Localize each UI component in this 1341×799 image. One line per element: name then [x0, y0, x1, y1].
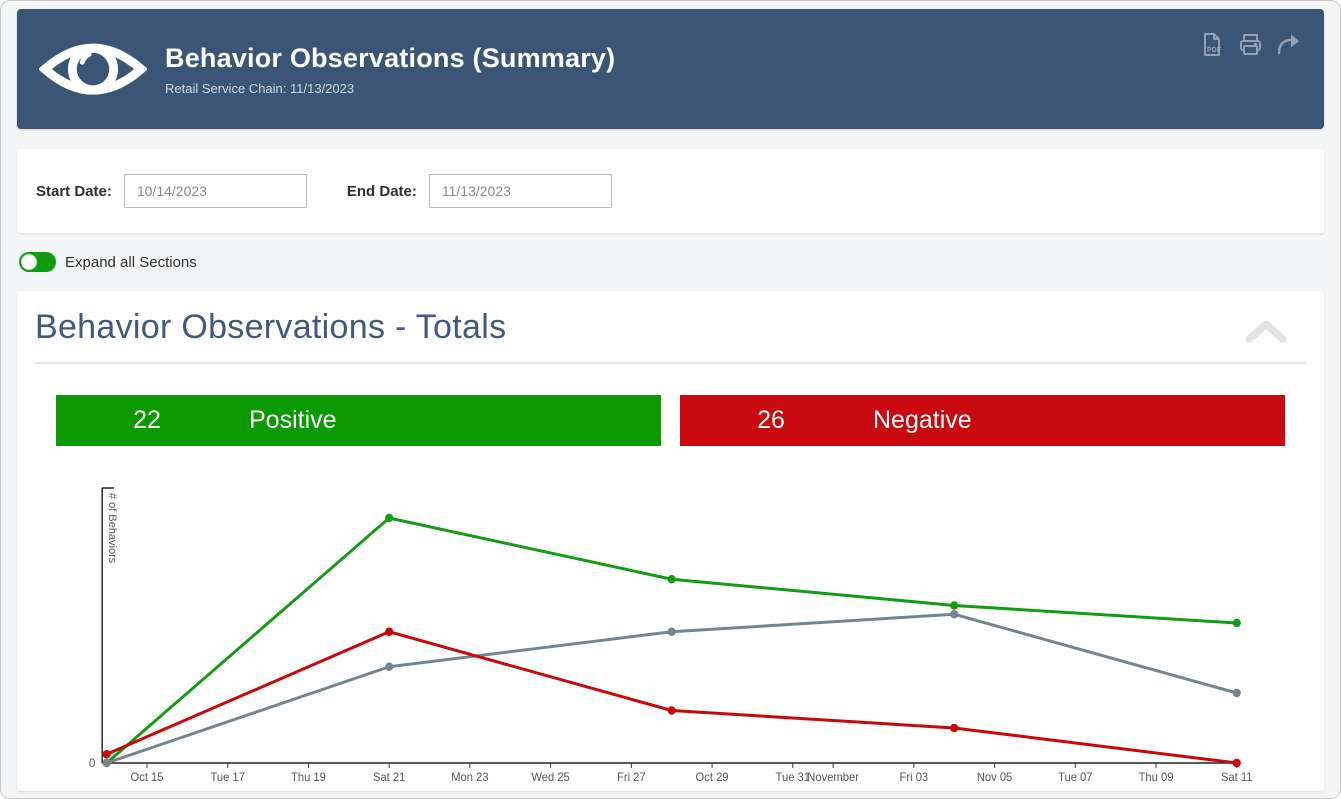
svg-text:# of Behaviors: # of Behaviors [106, 493, 118, 564]
svg-text:Mon 23: Mon 23 [451, 772, 488, 784]
pdf-icon: PDF [1204, 33, 1222, 56]
share-arrow-icon [1277, 34, 1299, 55]
svg-text:Oct 29: Oct 29 [696, 772, 729, 784]
svg-text:Sat 11: Sat 11 [1221, 772, 1253, 784]
print-button[interactable] [1237, 31, 1264, 58]
share-button[interactable] [1275, 31, 1302, 58]
totals-section: Behavior Observations - Totals 22 Positi… [17, 291, 1324, 791]
page-title: Behavior Observations (Summary) [165, 42, 616, 73]
end-date-input[interactable] [428, 174, 612, 208]
page-subtitle: Retail Service Chain: 11/13/2023 [165, 80, 355, 96]
svg-text:Tue 07: Tue 07 [1058, 772, 1092, 784]
collapse-section-button[interactable] [1238, 313, 1294, 349]
eye-logo-icon [38, 22, 148, 116]
svg-text:November: November [807, 772, 859, 784]
svg-text:Thu 19: Thu 19 [291, 772, 326, 784]
svg-text:Tue 17: Tue 17 [211, 772, 245, 784]
chart-svg: 0 # of Behaviors Oct 15 Tue 17 Thu 19 Sat 21 M… [89, 487, 1253, 784]
positive-count: 22 [133, 406, 161, 434]
chevron-up-icon [1245, 320, 1287, 343]
date-filter-panel: Start Date: End Date: [17, 149, 1324, 233]
svg-text:Oct 15: Oct 15 [131, 772, 164, 784]
section-title: Behavior Observations - Totals [35, 308, 507, 346]
positive-total-badge: 22 Positive [56, 395, 661, 446]
section-divider [35, 362, 1306, 364]
svg-text:Wed 25: Wed 25 [531, 772, 569, 784]
toggle-knob [21, 254, 37, 270]
expand-all-row: Expand all Sections [19, 249, 1340, 275]
svg-text:PDF: PDF [1207, 47, 1222, 54]
header-actions: PDF [1199, 31, 1302, 58]
svg-text:Nov 05: Nov 05 [977, 772, 1012, 784]
app-header: Behavior Observations (Summary) Retail S… [17, 9, 1324, 129]
svg-text:Tue 31: Tue 31 [776, 772, 810, 784]
positive-label: Positive [249, 406, 337, 434]
svg-text:Sat 21: Sat 21 [373, 772, 405, 784]
printer-icon [1240, 34, 1261, 55]
negative-label: Negative [873, 406, 972, 434]
end-date-label: End Date: [346, 182, 417, 200]
negative-total-badge: 26 Negative [680, 395, 1285, 446]
svg-text:0: 0 [89, 756, 96, 770]
start-date-input[interactable] [123, 174, 307, 208]
svg-text:Fri 27: Fri 27 [617, 772, 646, 784]
negative-count: 26 [757, 406, 785, 434]
svg-text:Fri 03: Fri 03 [900, 772, 929, 784]
start-date-label: Start Date: [36, 182, 112, 200]
svg-text:Thu 09: Thu 09 [1139, 772, 1174, 784]
behaviors-line-chart: 0 # of Behaviors Oct 15 Tue 17 Thu 19 Sat 21 M… [35, 481, 1306, 786]
header-titles: Behavior Observations (Summary) Retail S… [165, 43, 615, 96]
totals-badges: 22 Positive 26 Negative [35, 395, 1306, 446]
export-pdf-button[interactable]: PDF [1199, 31, 1226, 58]
expand-all-label: Expand all Sections [65, 253, 197, 271]
section-header: Behavior Observations - Totals [35, 291, 1306, 349]
expand-all-toggle[interactable] [19, 252, 56, 272]
